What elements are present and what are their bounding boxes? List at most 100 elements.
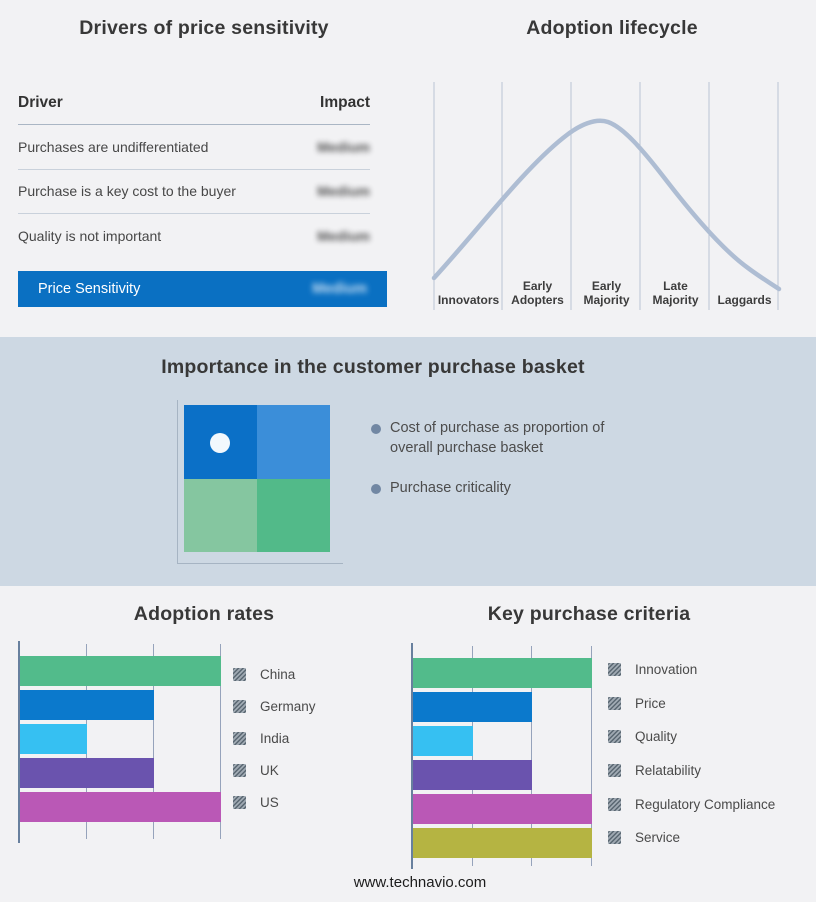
legend-item-uk: UK: [233, 754, 316, 786]
basket-title: Importance in the customer purchase bask…: [161, 356, 585, 378]
stage-label-laggards: Laggards: [717, 293, 772, 307]
bullet-item: Purchase criticality: [371, 479, 643, 499]
legend-item-india: India: [233, 722, 316, 754]
legend-item-service: Service: [608, 821, 775, 855]
drivers-title: Drivers of price sensitivity: [79, 17, 329, 39]
hatched-swatch-icon: [608, 797, 621, 811]
key-purchase-criteria-title: Key purchase criteria: [487, 603, 691, 625]
hatched-swatch-icon: [233, 667, 246, 681]
adoption-rates-chart: [18, 641, 221, 843]
bar-regulatory-compliance: [413, 794, 592, 824]
key-purchase-criteria-bars: [413, 658, 592, 862]
legend-label: Regulatory Compliance: [635, 796, 776, 812]
legend-label: Relatability: [635, 763, 702, 779]
legend-label: Innovation: [635, 662, 698, 678]
lifecycle-curve-chart: [431, 82, 782, 310]
driver-row: Quality is not important Medium: [18, 214, 370, 259]
bar-quality: [413, 726, 473, 756]
bar-innovation: [413, 658, 592, 688]
bar-china: [20, 656, 221, 686]
stage-labels: Innovators Early Adopters Early Majority La…: [434, 272, 779, 307]
quadrant-bottom-left: [184, 478, 257, 552]
driver-name: Purchases are undifferentiated: [18, 138, 209, 155]
price-sensitivity-row: Price Sensitivity Medium: [18, 271, 387, 307]
legend-item-relatability: Relatability: [608, 754, 775, 788]
legend-item-quality: Quality: [608, 720, 775, 754]
website-url: www.technavio.com: [353, 874, 487, 891]
bullet-text: Purchase criticality: [390, 480, 511, 496]
legend-label: Service: [635, 830, 681, 846]
bullet-text: Cost of purchase as proportion of overal…: [390, 420, 605, 456]
key-purchase-criteria-chart: [411, 643, 592, 869]
gridline: [591, 646, 592, 866]
stage-label-innovators: Innovators: [437, 293, 500, 307]
legend-label: China: [260, 666, 296, 682]
legend-item-us: US: [233, 786, 316, 818]
basket-bullet-list: Cost of purchase as proportion of overal…: [371, 419, 643, 520]
impact-value: Medium: [317, 183, 370, 200]
basket-panel: Importance in the customer purchase bask…: [0, 337, 816, 586]
lifecycle-title: Adoption lifecycle: [526, 17, 698, 39]
lifecycle-gridlines: [433, 82, 779, 310]
hatched-swatch-icon: [608, 764, 621, 778]
key-purchase-criteria-legend: Innovation Price Quality Relatability Regula…: [608, 653, 775, 855]
quadrant-matrix: [184, 405, 330, 552]
bar-germany: [20, 690, 154, 720]
hatched-swatch-icon: [608, 663, 621, 677]
legend-label: Quality: [635, 729, 678, 745]
adoption-rates-bars: [20, 656, 221, 826]
stage-label-late-majority: Late Majority: [652, 279, 699, 307]
adoption-rates-legend: China Germany India UK US: [233, 658, 316, 818]
bullet-item: Cost of purchase as proportion of overal…: [371, 419, 643, 458]
hatched-swatch-icon: [233, 731, 246, 745]
price-sensitivity-impact-value: Medium: [312, 281, 367, 297]
adoption-rates-title: Adoption rates: [133, 603, 275, 625]
position-marker-dot: [210, 433, 230, 453]
bar-service: [413, 828, 592, 858]
drivers-panel: Drivers of price sensitivity Driver Impa…: [0, 0, 408, 337]
hatched-swatch-icon: [233, 763, 246, 777]
bell-curve: [431, 118, 782, 292]
hatched-swatch-icon: [608, 696, 621, 710]
adoption-rates-y-axis: [18, 641, 20, 843]
impact-column-header: Impact: [320, 94, 370, 111]
price-sensitivity-label: Price Sensitivity: [38, 281, 141, 297]
drivers-table-header: Driver Impact: [18, 94, 370, 125]
legend-item-innovation: Innovation: [608, 653, 775, 687]
stage-label-early-majority: Early Majority: [583, 279, 630, 307]
gridline: [153, 644, 154, 839]
bar-charts-section: Adoption rates China Germany India UK US Key…: [0, 586, 816, 902]
impact-value: Medium: [317, 228, 370, 245]
quadrant-bottom-right: [257, 478, 330, 552]
legend-label: Price: [635, 695, 666, 711]
legend-item-china: China: [233, 658, 316, 690]
bar-india: [20, 724, 87, 754]
legend-label: Germany: [260, 698, 316, 714]
hatched-swatch-icon: [233, 699, 246, 713]
hatched-swatch-icon: [608, 730, 621, 744]
bullet-icon: [371, 484, 381, 494]
key-purchase-criteria-y-axis: [411, 643, 413, 869]
legend-label: US: [260, 794, 279, 810]
driver-column-header: Driver: [18, 94, 63, 111]
bar-price: [413, 692, 533, 722]
gridline: [220, 644, 221, 839]
quadrant-top-right: [257, 405, 330, 479]
lifecycle-panel: Adoption lifecycle Innovators Early Adopt…: [408, 0, 816, 337]
hatched-swatch-icon: [233, 795, 246, 809]
impact-value: Medium: [317, 138, 370, 155]
driver-name: Quality is not important: [18, 228, 162, 245]
stage-label-early-adopters: Early Adopters: [511, 279, 564, 307]
bullet-icon: [371, 424, 381, 434]
quadrant-y-axis: [177, 400, 178, 563]
drivers-table: Driver Impact Purchases are undifferenti…: [18, 94, 370, 259]
driver-name: Purchase is a key cost to the buyer: [18, 183, 236, 200]
bar-us: [20, 792, 221, 822]
hatched-swatch-icon: [608, 831, 621, 845]
legend-item-price: Price: [608, 687, 775, 721]
gridline: [531, 646, 533, 866]
gridline: [471, 646, 473, 866]
quadrant-x-axis: [177, 563, 343, 564]
legend-item-regulatory-compliance: Regulatory Compliance: [608, 787, 775, 821]
